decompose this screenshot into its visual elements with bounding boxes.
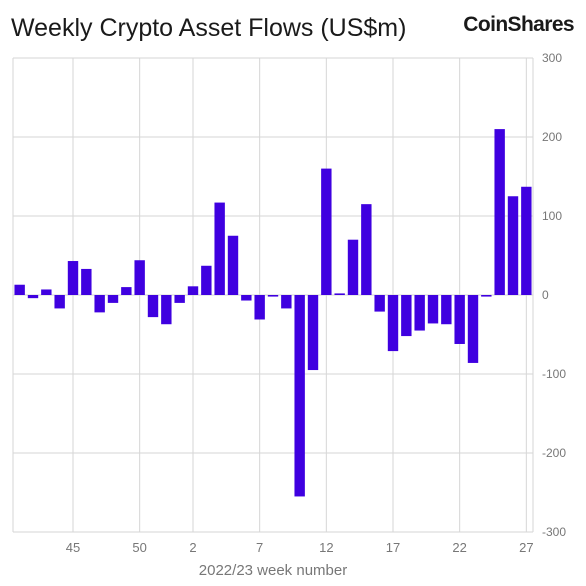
bar — [387, 295, 399, 352]
x-tick-label: 2 — [189, 540, 196, 555]
bar — [481, 295, 492, 297]
y-tick-label: 300 — [542, 51, 562, 65]
bar — [334, 293, 345, 295]
y-tick-label: -100 — [542, 367, 566, 381]
bar — [14, 284, 25, 295]
x-axis-label: 2022/23 week number — [199, 562, 347, 579]
brand-logo: CoinShares — [463, 13, 574, 36]
bar — [361, 204, 372, 295]
bar — [467, 295, 479, 363]
bar — [81, 268, 92, 295]
bar — [54, 295, 65, 309]
bar — [267, 295, 279, 297]
bar — [414, 295, 425, 331]
bar — [374, 295, 385, 312]
y-tick-label: -200 — [542, 446, 566, 460]
bar — [147, 295, 159, 318]
bar — [347, 239, 359, 295]
bar — [161, 295, 172, 325]
bar — [427, 295, 439, 324]
chart-title: Weekly Crypto Asset Flows (US$m) — [11, 14, 407, 42]
bar — [401, 295, 412, 337]
bar — [254, 295, 265, 320]
bar — [107, 295, 119, 303]
bar — [521, 186, 532, 295]
bar — [27, 295, 39, 299]
bar — [67, 261, 79, 295]
x-tick-label: 45 — [66, 540, 80, 555]
y-tick-label: 200 — [542, 130, 562, 144]
bar — [294, 295, 305, 497]
x-tick-label: 50 — [132, 540, 146, 555]
y-tick-label: 100 — [542, 209, 562, 223]
bar — [187, 286, 199, 295]
bar — [174, 295, 185, 303]
bar — [214, 202, 225, 295]
x-tick-label: 17 — [386, 540, 400, 555]
x-tick-label: 7 — [256, 540, 263, 555]
bar — [281, 295, 292, 309]
bar — [201, 265, 212, 295]
bar — [321, 168, 332, 295]
bar — [41, 289, 52, 295]
bar — [241, 295, 252, 301]
bar — [94, 295, 105, 313]
y-tick-label: 0 — [542, 288, 549, 302]
bar — [441, 295, 452, 325]
bar — [494, 129, 505, 295]
bar — [454, 295, 465, 344]
y-tick-label: -300 — [542, 525, 566, 539]
x-tick-label: 27 — [519, 540, 533, 555]
bar — [121, 287, 132, 295]
bar — [507, 196, 519, 295]
bar — [307, 295, 319, 371]
bar — [227, 235, 239, 295]
x-tick-label: 22 — [452, 540, 466, 555]
x-tick-label: 12 — [319, 540, 333, 555]
bar — [134, 260, 145, 295]
